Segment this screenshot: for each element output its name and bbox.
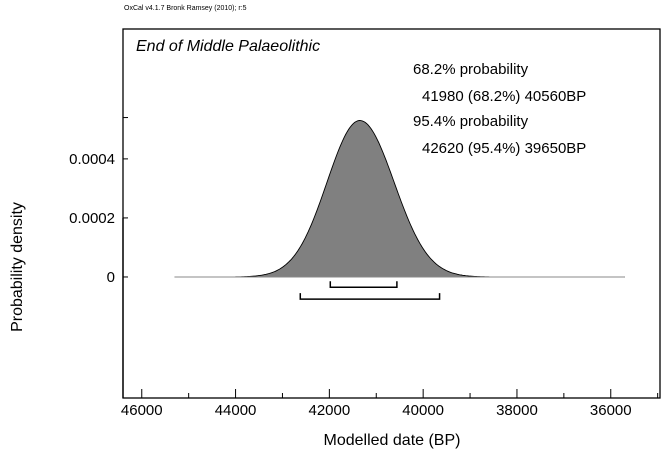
x-tick-label: 38000 xyxy=(496,402,538,419)
annotation-68-range: 41980 (68.2%) 40560BP xyxy=(422,88,586,105)
y-tick-label: 0.0004 xyxy=(69,151,115,168)
x-tick-label: 46000 xyxy=(121,402,163,419)
y-tick-label: 0.0002 xyxy=(69,210,115,227)
y-axis-label: Probability density xyxy=(9,202,26,332)
range-bracket-954 xyxy=(299,293,441,300)
x-tick-label: 36000 xyxy=(590,402,632,419)
x-tick-label: 40000 xyxy=(402,402,444,419)
software-credit: OxCal v4.1.7 Bronk Ramsey (2010); r:5 xyxy=(124,5,247,12)
annotation-95-heading: 95.4% probability xyxy=(413,113,529,130)
probability-annotations: 68.2% probability 41980 (68.2%) 40560BP … xyxy=(413,61,586,157)
y-tick-label: 0 xyxy=(107,269,115,286)
x-axis-ticks: 46000 44000 42000 40000 38000 36000 xyxy=(121,389,659,419)
range-brackets xyxy=(299,281,441,300)
x-tick-label: 44000 xyxy=(215,402,257,419)
x-axis-label: Modelled date (BP) xyxy=(324,432,461,449)
y-axis-ticks: 0 0.0002 0.0004 xyxy=(69,117,128,286)
annotation-95-range: 42620 (95.4%) 39650BP xyxy=(422,140,586,157)
plot-frame xyxy=(122,28,661,399)
x-tick-label: 42000 xyxy=(308,402,350,419)
range-bracket-682 xyxy=(329,281,398,289)
annotation-68-heading: 68.2% probability xyxy=(413,61,529,78)
chart-title: End of Middle Palaeolithic xyxy=(136,38,320,55)
